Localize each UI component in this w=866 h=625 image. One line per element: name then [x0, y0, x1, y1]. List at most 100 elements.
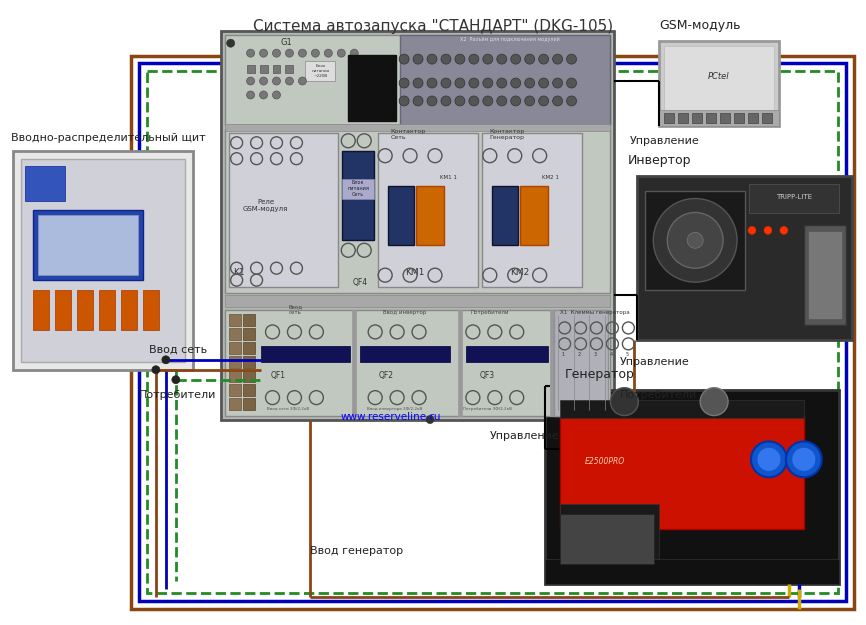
Text: G1: G1 — [281, 38, 292, 48]
Circle shape — [427, 78, 437, 88]
Text: Блок
питания
~220В: Блок питания ~220В — [311, 64, 329, 78]
Circle shape — [427, 96, 437, 106]
Circle shape — [566, 78, 577, 88]
Bar — [559, 399, 804, 418]
Text: QF2: QF2 — [378, 371, 393, 380]
Text: KM1: KM1 — [405, 268, 424, 277]
Circle shape — [455, 96, 465, 106]
Text: Инвертор: Инвертор — [627, 154, 691, 167]
Circle shape — [286, 77, 294, 85]
Text: KM1 1: KM1 1 — [440, 174, 457, 179]
Circle shape — [455, 78, 465, 88]
Bar — [550, 310, 553, 416]
Bar — [400, 35, 611, 125]
Text: Реле
GSM-модуля: Реле GSM-модуля — [242, 199, 288, 212]
Circle shape — [792, 448, 816, 471]
Bar — [348, 55, 396, 121]
Circle shape — [566, 96, 577, 106]
Text: Управление: Управление — [630, 136, 699, 146]
Text: QF4: QF4 — [352, 278, 367, 287]
Bar — [659, 110, 779, 126]
Circle shape — [700, 388, 728, 416]
Circle shape — [260, 49, 268, 57]
Text: TRIPP-LITE: TRIPP-LITE — [776, 194, 812, 199]
Circle shape — [325, 49, 333, 57]
Text: QF3: QF3 — [480, 371, 495, 380]
Text: Потребители: Потребители — [470, 310, 509, 315]
Text: KM2: KM2 — [510, 268, 529, 277]
Circle shape — [511, 78, 520, 88]
Bar — [559, 514, 655, 564]
Bar — [378, 132, 478, 287]
Bar — [545, 389, 838, 584]
Bar — [306, 61, 335, 81]
Circle shape — [152, 366, 160, 374]
Bar — [481, 132, 582, 287]
Circle shape — [171, 376, 180, 384]
Circle shape — [338, 49, 346, 57]
Bar — [458, 310, 462, 416]
Circle shape — [525, 78, 534, 88]
Circle shape — [511, 96, 520, 106]
Circle shape — [469, 78, 479, 88]
Bar — [261, 346, 350, 362]
Bar — [229, 328, 241, 340]
Bar — [273, 65, 281, 73]
Circle shape — [227, 39, 235, 47]
Circle shape — [611, 388, 638, 416]
Bar — [229, 314, 241, 326]
Bar — [33, 290, 49, 330]
Bar — [706, 113, 716, 123]
Circle shape — [312, 49, 320, 57]
Bar — [224, 295, 611, 307]
Text: Ввод сеть: Ввод сеть — [149, 345, 207, 355]
Circle shape — [273, 91, 281, 99]
Circle shape — [427, 54, 437, 64]
Bar — [229, 342, 241, 354]
Circle shape — [497, 96, 507, 106]
Bar — [242, 398, 255, 409]
Bar — [692, 113, 702, 123]
Text: 1: 1 — [561, 352, 565, 357]
Bar — [808, 231, 842, 319]
Circle shape — [748, 226, 756, 234]
Circle shape — [497, 78, 507, 88]
Text: 2: 2 — [578, 352, 581, 357]
Bar — [242, 370, 255, 382]
Text: Управление: Управление — [619, 357, 689, 367]
Bar — [559, 414, 804, 529]
Text: Блок
питания
Сеть: Блок питания Сеть — [347, 180, 369, 197]
Bar — [131, 56, 854, 609]
Bar — [720, 113, 730, 123]
Circle shape — [525, 96, 534, 106]
Circle shape — [273, 77, 281, 85]
Circle shape — [757, 448, 781, 471]
Bar — [466, 346, 547, 362]
Circle shape — [483, 54, 493, 64]
Circle shape — [399, 54, 409, 64]
Circle shape — [511, 54, 520, 64]
Text: Управление: Управление — [490, 431, 559, 441]
Text: 3: 3 — [593, 352, 597, 357]
Circle shape — [299, 77, 307, 85]
Bar — [734, 113, 744, 123]
Circle shape — [260, 77, 268, 85]
Circle shape — [688, 232, 703, 248]
Bar — [229, 356, 241, 367]
Bar — [520, 186, 547, 245]
Text: Потребители 3Ф/2,2кВ: Потребители 3Ф/2,2кВ — [463, 407, 513, 411]
Text: Контактор
Генератор: Контактор Генератор — [490, 129, 525, 140]
Bar — [242, 342, 255, 354]
Circle shape — [441, 54, 451, 64]
Circle shape — [553, 78, 563, 88]
Bar — [659, 41, 779, 126]
Text: X2  Разъём для подключения модулей: X2 Разъём для подключения модулей — [460, 37, 559, 43]
Circle shape — [247, 49, 255, 57]
Bar — [229, 132, 339, 287]
Text: KM2 1: KM2 1 — [541, 174, 559, 179]
Circle shape — [539, 78, 549, 88]
Bar — [664, 113, 675, 123]
Circle shape — [350, 49, 359, 57]
Bar — [242, 314, 255, 326]
Bar — [559, 504, 659, 559]
